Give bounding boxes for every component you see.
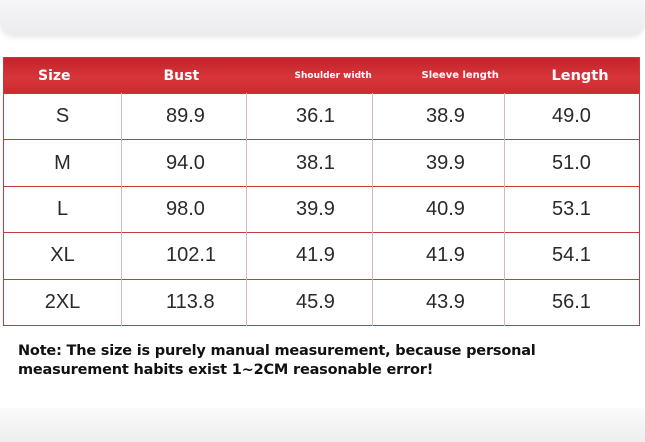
- header-length: Length: [504, 57, 640, 94]
- size-cell: L: [3, 185, 122, 233]
- size-cell: XL: [3, 232, 122, 280]
- table-row: XL 102.1 41.9 41.9 54.1: [3, 232, 640, 280]
- size-cell: 2XL: [3, 278, 122, 326]
- bust-cell: 94.0: [121, 139, 247, 187]
- header-size: Size: [3, 57, 122, 94]
- table-row: 2XL 113.8 45.9 43.9 56.1: [3, 278, 640, 326]
- length-cell: 54.1: [504, 232, 640, 280]
- bust-cell: 89.9: [121, 92, 247, 140]
- shoulder-cell: 39.9: [246, 185, 373, 233]
- size-cell: M: [3, 139, 122, 187]
- header-shoulder-width: Shoulder width: [246, 57, 373, 94]
- table-row: S 89.9 36.1 38.9 49.0: [3, 92, 640, 140]
- table-header-row: Size Bust Shoulder width Sleeve length L…: [3, 57, 640, 94]
- length-cell: 49.0: [504, 92, 640, 140]
- length-cell: 53.1: [504, 185, 640, 233]
- sleeve-cell: 41.9: [372, 232, 505, 280]
- sleeve-cell: 40.9: [372, 185, 505, 233]
- bust-cell: 102.1: [121, 232, 247, 280]
- header-sleeve-length: Sleeve length: [372, 57, 505, 94]
- top-card: [0, 0, 645, 34]
- length-cell: 56.1: [504, 278, 640, 326]
- sleeve-cell: 39.9: [372, 139, 505, 187]
- table-row: L 98.0 39.9 40.9 53.1: [3, 185, 640, 233]
- bust-cell: 113.8: [121, 278, 247, 326]
- measurement-note: Note: The size is purely manual measurem…: [18, 343, 536, 378]
- shoulder-cell: 41.9: [246, 232, 373, 280]
- size-cell: S: [3, 92, 122, 140]
- shoulder-cell: 45.9: [246, 278, 373, 326]
- shoulder-cell: 36.1: [246, 92, 373, 140]
- bottom-band: [0, 408, 645, 442]
- shoulder-cell: 38.1: [246, 139, 373, 187]
- size-chart-table: Size Bust Shoulder width Sleeve length L…: [3, 57, 640, 326]
- sleeve-cell: 43.9: [372, 278, 505, 326]
- table-row: M 94.0 38.1 39.9 51.0: [3, 139, 640, 187]
- length-cell: 51.0: [504, 139, 640, 187]
- bust-cell: 98.0: [121, 185, 247, 233]
- sleeve-cell: 38.9: [372, 92, 505, 140]
- header-bust: Bust: [121, 57, 247, 94]
